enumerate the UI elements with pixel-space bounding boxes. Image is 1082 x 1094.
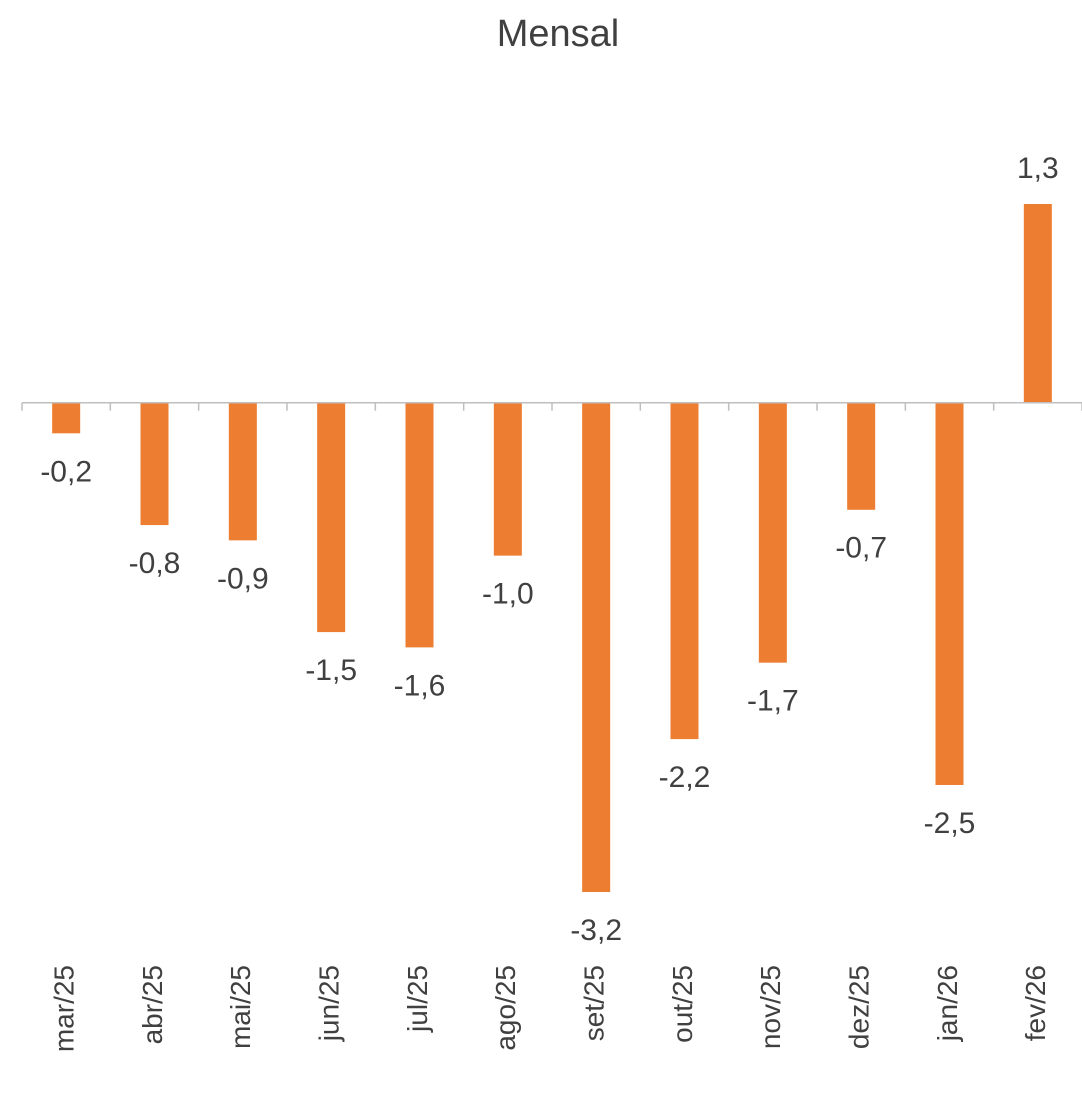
bar	[1023, 204, 1052, 403]
bar	[228, 402, 257, 541]
bar	[140, 402, 169, 526]
bar	[493, 402, 522, 556]
x-tick-label: jan/26	[932, 965, 963, 1042]
bar	[758, 402, 787, 663]
x-tick-label: ago/25	[490, 965, 521, 1051]
chart-title: Mensal	[497, 13, 620, 55]
x-tick-label: nov/25	[755, 965, 786, 1049]
value-label: -1,0	[482, 578, 534, 611]
x-tick-label: dez/25	[844, 965, 875, 1049]
bar	[317, 402, 346, 633]
value-label: -0,9	[217, 562, 269, 595]
bar	[935, 402, 964, 785]
value-label: -1,5	[305, 654, 357, 687]
value-label: -0,2	[40, 455, 92, 488]
x-tick-label: jun/25	[314, 965, 345, 1042]
bar	[847, 402, 876, 510]
value-label: 1,3	[1017, 152, 1059, 185]
x-tick-label: abr/25	[137, 965, 168, 1044]
value-label: -3,2	[570, 914, 622, 947]
x-tick-label: mai/25	[225, 965, 256, 1049]
value-label: -2,5	[924, 807, 976, 840]
value-label: -0,8	[129, 547, 181, 580]
x-tick-label: jul/25	[402, 965, 433, 1033]
bar	[405, 402, 434, 648]
x-tick-label: mar/25	[49, 965, 80, 1052]
value-label: -1,7	[747, 685, 799, 718]
bar	[582, 402, 611, 892]
bar	[670, 402, 699, 740]
value-label: -0,7	[835, 532, 887, 565]
bar	[52, 402, 81, 434]
value-label: -1,6	[394, 669, 446, 702]
x-tick-label: set/25	[579, 965, 610, 1041]
x-tick-label: fev/26	[1020, 965, 1051, 1041]
x-tick-label: out/25	[667, 965, 698, 1043]
value-label: -2,2	[659, 761, 711, 794]
